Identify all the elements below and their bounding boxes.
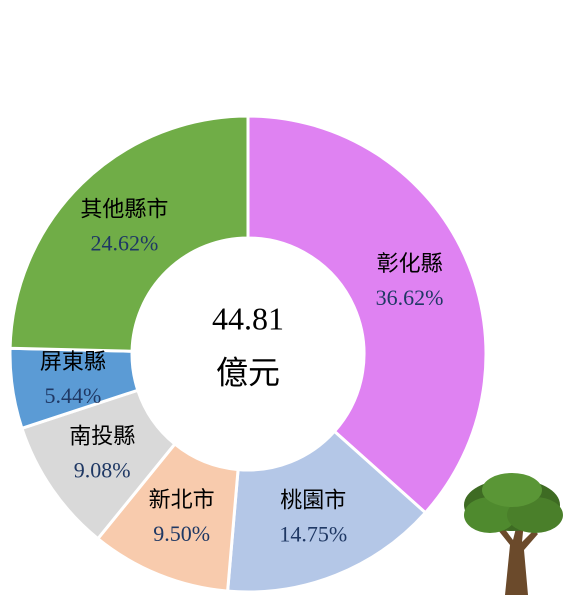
slice-label: 南投縣 <box>69 423 135 448</box>
slice-label: 新北市 <box>149 487 215 512</box>
slice-label: 其他縣市 <box>80 196 168 221</box>
slice-label: 彰化縣 <box>377 251 443 276</box>
slice-value: 14.75% <box>279 522 347 547</box>
slice-label: 屏東縣 <box>40 349 106 374</box>
center-value: 44.81 <box>212 300 284 336</box>
slice-value: 9.50% <box>153 521 210 546</box>
slice-value: 24.62% <box>90 230 158 255</box>
slice-value: 5.44% <box>44 383 101 408</box>
center-unit: 億元 <box>216 354 280 390</box>
slice-value: 36.62% <box>376 285 444 310</box>
slice-label: 桃園市 <box>280 488 346 513</box>
slice-value: 9.08% <box>74 457 131 482</box>
tree-icon <box>464 473 563 595</box>
chart: 44.81 億元 彰化縣 36.62% 桃園市 14.75% 新北市 9.50% 南投縣 9.… <box>0 0 569 597</box>
